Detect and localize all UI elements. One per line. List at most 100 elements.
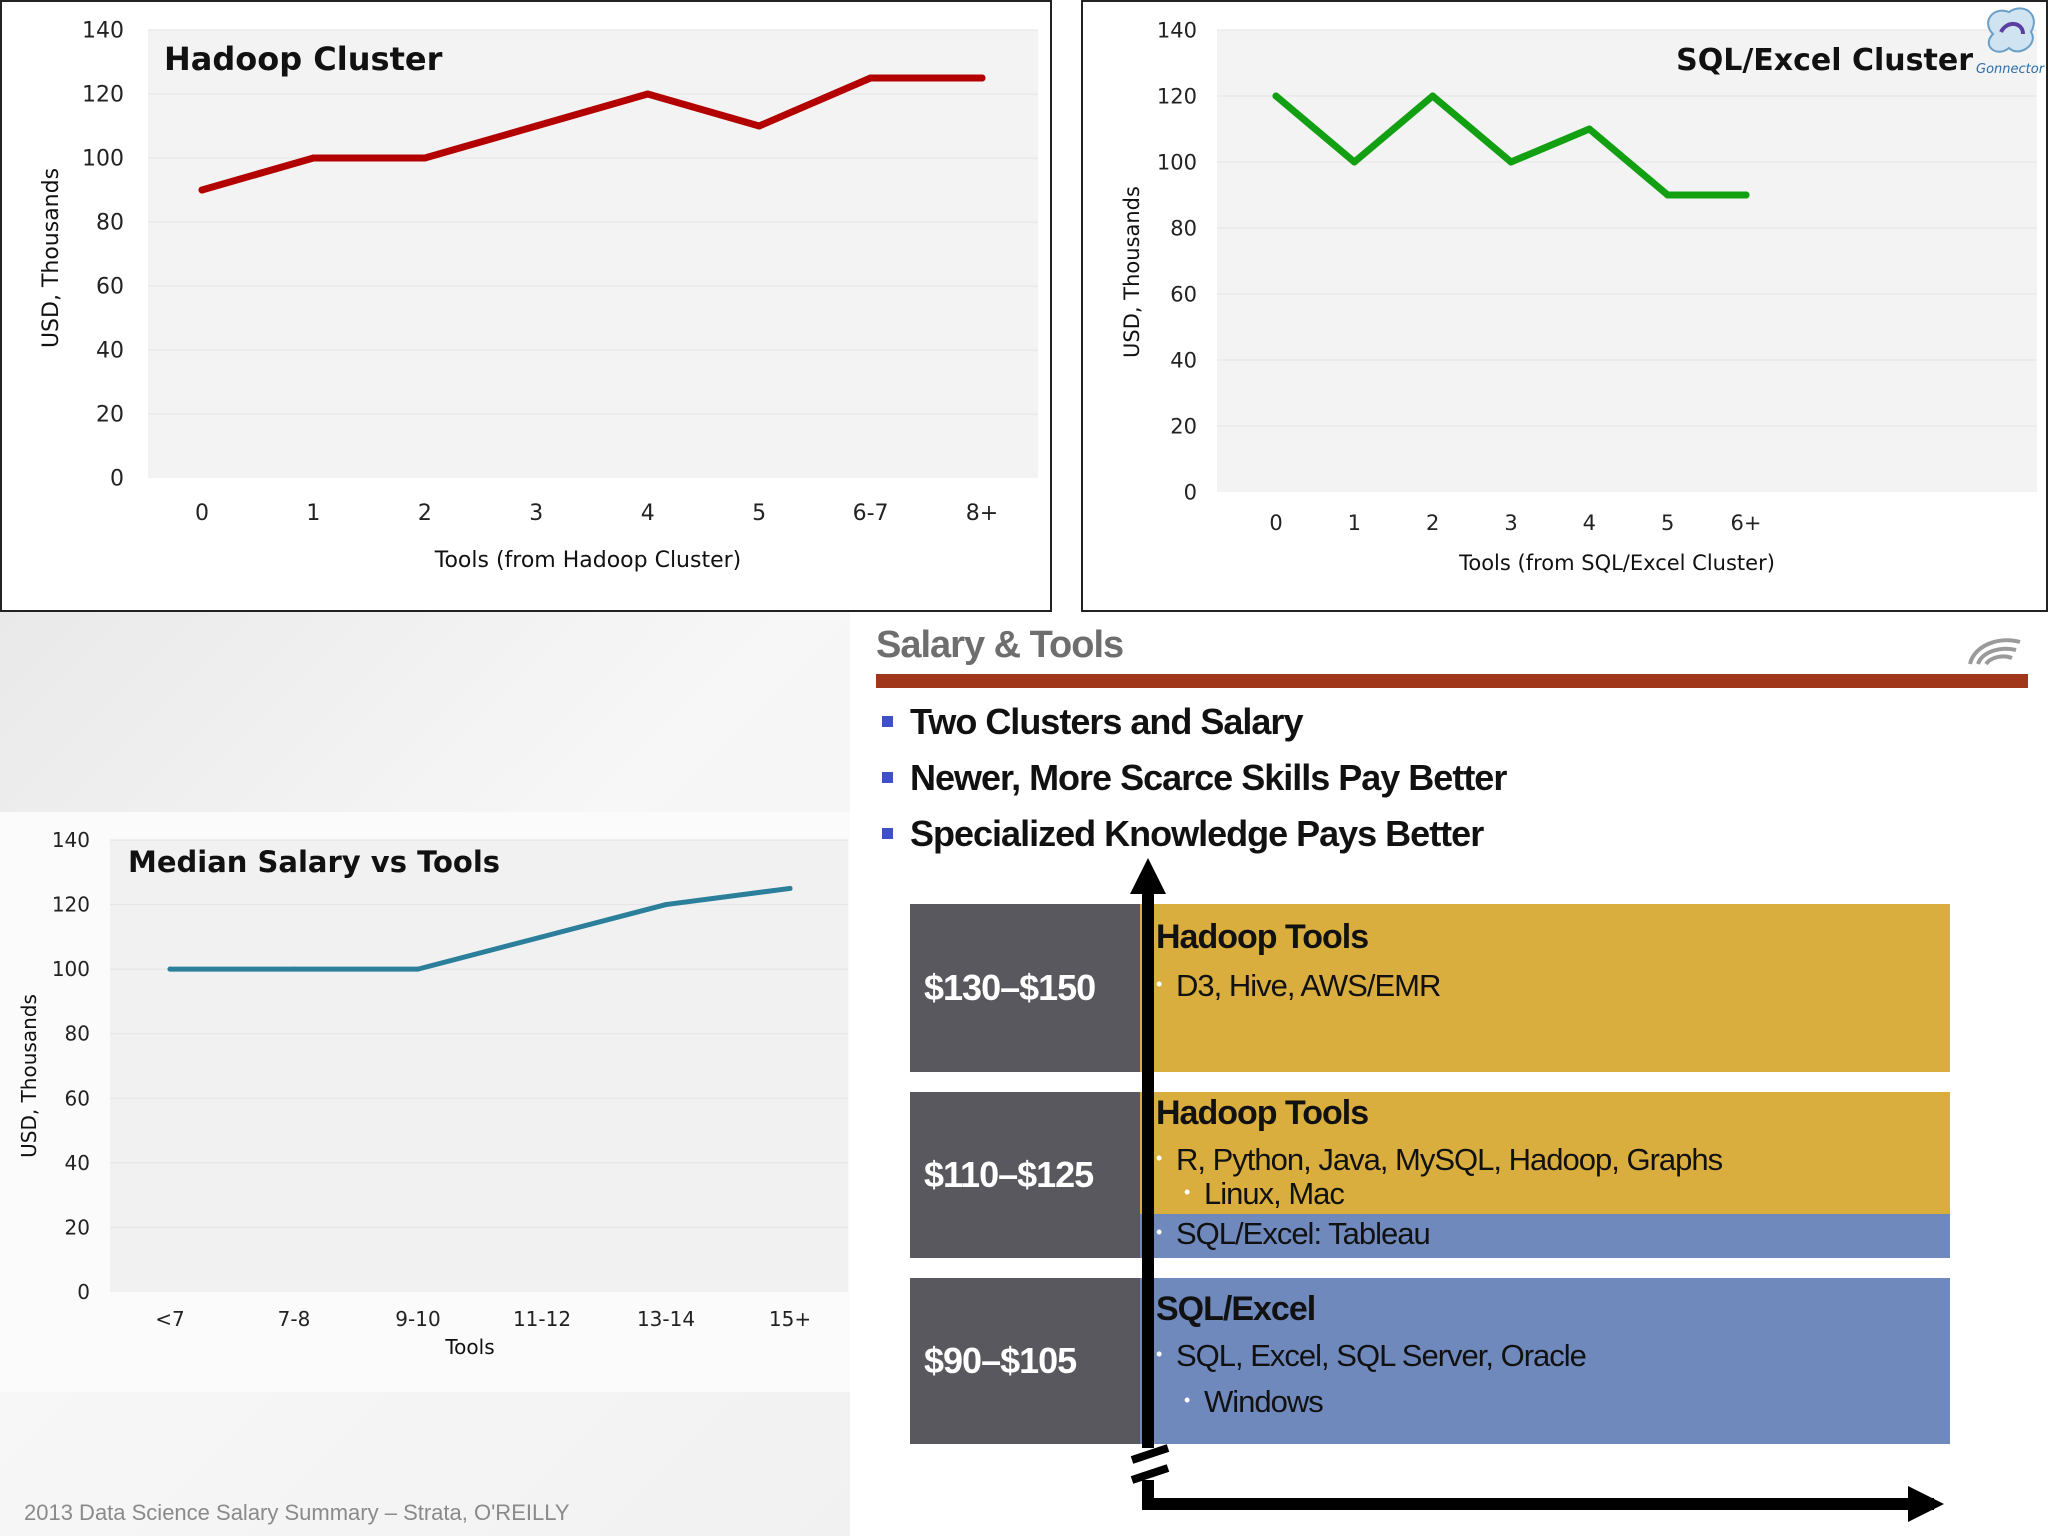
price-range: $110–$125 [910,1092,1140,1258]
price-range: $90–$105 [910,1278,1140,1444]
data-point [421,154,429,162]
data-point [532,122,540,130]
wifi-logo-icon [1968,638,2021,666]
x-tick-label: 8+ [966,501,998,526]
axis-break-mark [1130,1464,1170,1484]
source-footnote: 2013 Data Science Salary Summary – Strat… [24,1500,570,1525]
chart-title: SQL/Excel Cluster [1676,43,1973,78]
y-tick-label: 80 [1170,216,1197,240]
x-tick-label: 4 [641,501,655,526]
x-tick-label: 5 [752,501,766,526]
hadoop-chart-svg: 0 20 40 60 80 100 120 140 0 1 2 3 4 5 6-7 8+ Tools (from… [39,19,1038,573]
slide-title: Salary & Tools [876,624,1124,666]
plot-area [1217,30,2037,492]
data-point [867,74,875,82]
tool-item: SQL/Excel: Tableau [1156,1216,1431,1252]
x-tick-label: 1 [1348,511,1361,535]
median-chart-svg: 0 20 40 60 80 100 120 140 <7 7-8 9-10 11-12 13-14 15+… [17,828,848,1359]
salary-axis-arrows [1130,858,1944,1522]
data-point [291,966,297,972]
y-tick-label: 60 [1170,282,1197,306]
data-point [978,74,986,82]
data-point [1350,158,1358,166]
y-tick-label: 140 [52,828,90,852]
plot-area [148,30,1038,478]
bullet-list: Two Clusters and Salary Newer, More Scar… [880,694,1507,862]
data-point [167,966,173,972]
y-tick-label: 140 [1157,18,1197,42]
x-tick-label: 6-7 [853,501,889,526]
y-tick-label: 120 [82,83,124,108]
tool-item: Windows [1184,1384,1324,1420]
price-range: $130–$150 [910,904,1140,1072]
bullet-item: Newer, More Scarce Skills Pay Better [880,750,1507,806]
data-point [1507,158,1515,166]
tier-body-sql: SQL/Excel: Tableau [1140,1214,1950,1258]
x-axis-label: Tools (from Hadoop Cluster) [434,548,742,573]
x-tick-label: 9-10 [395,1307,440,1331]
tool-item: D3, Hive, AWS/EMR [1156,968,1441,1004]
salary-tools-slide: Salary & Tools Two Clusters and Salary N… [850,612,2048,1536]
connector-logo-icon [1987,7,2035,53]
data-point [755,122,763,130]
data-point [415,966,421,972]
data-point [1272,92,1280,100]
up-arrowhead-icon [1130,858,1166,894]
tier-heading: Hadoop Tools [1156,1094,1369,1132]
tool-item: SQL, Excel, SQL Server, Oracle [1156,1338,1587,1374]
tool-item: Linux, Mac [1184,1176,1345,1212]
y-tick-label: 40 [1170,348,1197,372]
tier-body: SQL/Excel SQL, Excel, SQL Server, Oracle… [1140,1278,1950,1444]
hadoop-cluster-chart: 0 20 40 60 80 100 120 140 0 1 2 3 4 5 6-7 8+ Tools (from… [0,0,1052,612]
x-tick-label: 3 [1504,511,1517,535]
x-tick-label: 6+ [1731,511,1762,535]
tier-90-105: $90–$105 SQL/Excel SQL, Excel, SQL Serve… [910,1278,1950,1444]
series-line [198,74,986,194]
tier-130-150: $130–$150 Hadoop Tools D3, Hive, AWS/EMR [910,904,1950,1072]
chart-title: Hadoop Cluster [164,40,443,78]
y-tick-label: 40 [65,1151,90,1175]
sql-chart-svg: 0 20 40 60 80 100 120 140 0 1 2 3 4 5 6+ Tools (from SQ… [1120,18,2037,575]
axis-break-mark [1130,1444,1170,1464]
data-point [1429,92,1437,100]
x-tick-label: 1 [306,501,320,526]
y-tick-label: 80 [96,211,124,236]
data-point [309,154,317,162]
x-tick-label: 15+ [769,1307,811,1331]
panel-gap [1052,0,1081,612]
data-point [663,902,669,908]
x-tick-label: 2 [1426,511,1439,535]
data-point [1664,191,1672,199]
y-tick-label: 0 [77,1280,90,1304]
y-axis-label: USD, Thousands [17,994,41,1158]
data-point [644,90,652,98]
y-tick-label: 100 [1157,150,1197,174]
tier-heading: SQL/Excel [1156,1290,1316,1328]
data-point [787,885,793,891]
series-line [167,885,793,972]
y-tick-label: 0 [1184,480,1197,504]
median-salary-chart: 0 20 40 60 80 100 120 140 <7 7-8 9-10 11-12 13-14 15+… [0,812,850,1392]
right-arrowhead-icon [1908,1486,1944,1522]
x-tick-label: 7-8 [278,1307,311,1331]
data-point [539,934,545,940]
y-tick-label: 140 [82,19,124,44]
tool-item: R, Python, Java, MySQL, Hadoop, Graphs [1156,1142,1723,1178]
data-point [1742,191,1750,199]
x-tick-label: 11-12 [513,1307,571,1331]
y-tick-label: 0 [110,467,124,492]
x-axis-label: Tools (from SQL/Excel Cluster) [1458,551,1775,575]
title-rule [876,674,2028,688]
y-tick-label: 120 [52,893,90,917]
x-tick-label: 13-14 [637,1307,695,1331]
data-point [1585,125,1593,133]
x-tick-label: 2 [418,501,432,526]
chart-title: Median Salary vs Tools [128,845,500,879]
y-tick-label: 20 [96,403,124,428]
data-point [198,186,206,194]
tier-heading: Hadoop Tools [1156,918,1369,956]
y-tick-label: 60 [96,275,124,300]
y-tick-label: 40 [96,339,124,364]
bullet-item: Specialized Knowledge Pays Better [880,806,1506,862]
y-tick-label: 20 [1170,414,1197,438]
